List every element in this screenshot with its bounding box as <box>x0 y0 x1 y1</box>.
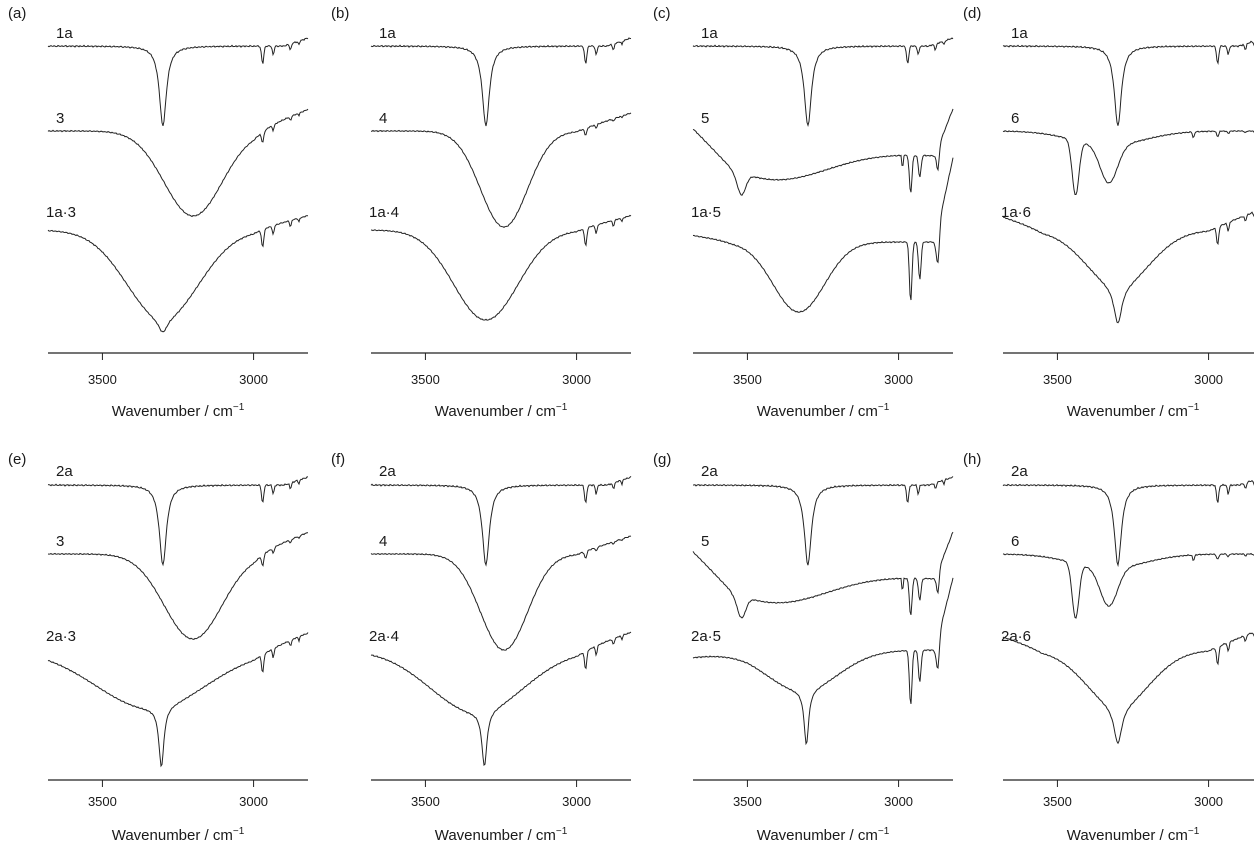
trace-label: 2a <box>379 463 396 480</box>
x-axis-title: Wavenumber / cm−1 <box>757 402 890 420</box>
trace-label: 2a·4 <box>369 628 399 645</box>
trace-label: 1a·4 <box>369 204 399 221</box>
spectrum-trace-0 <box>693 477 953 566</box>
trace-label: 6 <box>1011 110 1019 127</box>
panel-d: (d) 1a 6 1a·6 3500 3000 Wavenumber / cm−1 <box>963 5 1254 420</box>
spectrum-trace-1 <box>693 109 953 195</box>
trace-label: 2a <box>56 463 73 480</box>
trace-label: 1a·6 <box>1001 204 1031 221</box>
trace-label: 2a <box>1011 463 1028 480</box>
panel-label: (e) <box>8 451 26 468</box>
x-tick-label: 3000 <box>1194 372 1223 387</box>
x-tick-label: 3000 <box>884 372 913 387</box>
panel-label: (c) <box>653 5 671 22</box>
panel-label: (a) <box>8 5 26 22</box>
spectrum-trace-1 <box>48 533 308 640</box>
x-tick-label: 3500 <box>411 794 440 809</box>
spectrum-trace-2 <box>48 633 308 767</box>
trace-label: 1a·3 <box>46 204 76 221</box>
spectrum-trace-0 <box>1003 38 1254 126</box>
x-tick-label: 3500 <box>733 794 762 809</box>
spectrum-trace-2 <box>371 215 631 320</box>
x-axis-title: Wavenumber / cm−1 <box>435 826 568 844</box>
spectrum-trace-1 <box>1003 554 1254 619</box>
spectrum-trace-0 <box>48 477 308 565</box>
x-axis-title: Wavenumber / cm−1 <box>1067 826 1200 844</box>
x-axis-title: Wavenumber / cm−1 <box>112 826 245 844</box>
x-tick-label: 3500 <box>1043 372 1072 387</box>
panel-h: (h) 2a 6 2a·6 3500 3000 Wavenumber / cm−1 <box>963 451 1254 844</box>
x-tick-label: 3000 <box>1194 794 1223 809</box>
x-axis-title: Wavenumber / cm−1 <box>1067 402 1200 420</box>
trace-label: 1a <box>701 25 718 42</box>
spectrum-trace-0 <box>371 476 631 565</box>
trace-label: 1a <box>56 25 73 42</box>
trace-label: 5 <box>701 110 709 127</box>
spectrum-trace-2 <box>1003 208 1254 322</box>
x-tick-label: 3000 <box>239 794 268 809</box>
x-tick-label: 3500 <box>733 372 762 387</box>
x-tick-label: 3500 <box>88 372 117 387</box>
x-tick-label: 3500 <box>88 794 117 809</box>
x-tick-label: 3000 <box>562 372 591 387</box>
panel-e: (e) 2a 3 2a·3 3500 3000 Wavenumber / cm−1 <box>8 451 308 844</box>
trace-label: 2a·6 <box>1001 628 1031 645</box>
trace-label: 4 <box>379 110 387 127</box>
x-axis-title: Wavenumber / cm−1 <box>112 402 245 420</box>
spectrum-trace-2 <box>371 632 631 765</box>
x-tick-label: 3000 <box>884 794 913 809</box>
spectrum-trace-0 <box>693 38 953 125</box>
x-axis-title: Wavenumber / cm−1 <box>757 826 890 844</box>
spectrum-trace-0 <box>371 38 631 126</box>
spectrum-trace-1 <box>371 536 631 650</box>
spectrum-trace-1 <box>371 113 631 227</box>
spectrum-trace-2 <box>693 578 953 744</box>
trace-label: 2a <box>701 463 718 480</box>
trace-label: 4 <box>379 533 387 550</box>
panel-b: (b) 1a 4 1a·4 3500 3000 Wavenumber / cm−1 <box>331 5 631 420</box>
panel-label: (b) <box>331 5 349 22</box>
panel-label: (h) <box>963 451 981 468</box>
panel-c: (c) 1a 5 1a·5 3500 3000 Wavenumber / cm−1 <box>653 5 953 420</box>
panel-a: (a) 1a 3 1a·3 3500 3000 Wavenumber / cm−1 <box>8 5 308 420</box>
x-tick-label: 3500 <box>1043 794 1072 809</box>
x-axis-title: Wavenumber / cm−1 <box>435 402 568 420</box>
trace-label: 2a·5 <box>691 628 721 645</box>
panel-g: (g) 2a 5 2a·5 3500 3000 Wavenumber / cm−1 <box>653 451 953 844</box>
spectrum-trace-1 <box>1003 131 1254 195</box>
spectrum-trace-0 <box>48 38 308 126</box>
trace-label: 3 <box>56 110 64 127</box>
panel-label: (d) <box>963 5 981 22</box>
x-tick-label: 3000 <box>239 372 268 387</box>
trace-label: 6 <box>1011 533 1019 550</box>
panel-label: (f) <box>331 451 345 468</box>
spectrum-trace-1 <box>693 532 953 618</box>
trace-label: 2a·3 <box>46 628 76 645</box>
x-tick-label: 3000 <box>562 794 591 809</box>
trace-label: 1a·5 <box>691 204 721 221</box>
trace-label: 1a <box>1011 25 1028 42</box>
x-tick-label: 3500 <box>411 372 440 387</box>
spectrum-trace-1 <box>48 109 308 216</box>
spectrum-trace-0 <box>1003 477 1254 565</box>
spectrum-trace-2 <box>1003 629 1254 743</box>
spectrum-trace-2 <box>693 158 953 313</box>
panel-label: (g) <box>653 451 671 468</box>
trace-label: 1a <box>379 25 396 42</box>
trace-label: 5 <box>701 533 709 550</box>
trace-label: 3 <box>56 533 64 550</box>
spectrum-trace-2 <box>48 216 308 332</box>
panel-f: (f) 2a 4 2a·4 3500 3000 Wavenumber / cm−1 <box>331 451 631 844</box>
